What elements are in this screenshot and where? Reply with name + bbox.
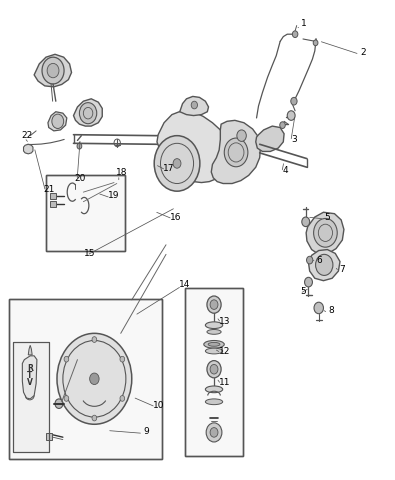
Circle shape xyxy=(291,97,297,105)
Ellipse shape xyxy=(208,342,220,346)
Circle shape xyxy=(173,158,181,168)
Circle shape xyxy=(42,57,64,84)
Circle shape xyxy=(79,103,97,124)
Text: 14: 14 xyxy=(179,279,191,288)
Circle shape xyxy=(305,277,312,287)
Circle shape xyxy=(210,428,218,437)
Text: R: R xyxy=(27,364,33,373)
Polygon shape xyxy=(157,111,230,182)
Polygon shape xyxy=(28,345,32,355)
Polygon shape xyxy=(308,250,340,281)
Circle shape xyxy=(206,423,222,442)
Polygon shape xyxy=(73,99,102,126)
Bar xyxy=(13,342,49,452)
Text: 16: 16 xyxy=(170,213,182,222)
Circle shape xyxy=(120,356,125,362)
Bar xyxy=(50,201,56,207)
Polygon shape xyxy=(48,112,67,131)
Circle shape xyxy=(302,217,310,227)
Bar xyxy=(9,299,162,459)
Circle shape xyxy=(224,138,248,167)
Text: 1: 1 xyxy=(301,19,307,28)
Circle shape xyxy=(307,256,313,264)
Text: 2: 2 xyxy=(360,48,366,57)
Text: 7: 7 xyxy=(339,265,345,274)
Bar xyxy=(13,342,49,452)
Ellipse shape xyxy=(205,322,223,328)
Circle shape xyxy=(92,415,97,421)
Ellipse shape xyxy=(205,348,223,354)
Polygon shape xyxy=(34,54,71,87)
Text: 11: 11 xyxy=(218,378,230,387)
Circle shape xyxy=(57,333,132,424)
Text: 12: 12 xyxy=(218,347,230,356)
Circle shape xyxy=(292,31,298,37)
Circle shape xyxy=(64,356,69,362)
Circle shape xyxy=(64,396,69,401)
Bar xyxy=(185,288,243,456)
Circle shape xyxy=(191,101,198,109)
Bar xyxy=(9,299,162,459)
Circle shape xyxy=(314,302,324,314)
Circle shape xyxy=(154,136,200,191)
Circle shape xyxy=(77,144,82,149)
Text: 21: 21 xyxy=(43,185,55,194)
Polygon shape xyxy=(180,96,209,116)
Circle shape xyxy=(207,296,221,313)
Circle shape xyxy=(210,300,218,310)
Ellipse shape xyxy=(205,386,223,393)
Text: 4: 4 xyxy=(282,166,288,175)
Ellipse shape xyxy=(205,399,223,405)
Bar xyxy=(185,288,243,456)
Circle shape xyxy=(313,40,318,46)
Polygon shape xyxy=(211,120,260,183)
Circle shape xyxy=(287,111,295,120)
Polygon shape xyxy=(23,356,37,399)
Polygon shape xyxy=(256,126,284,152)
Bar xyxy=(46,433,52,440)
Circle shape xyxy=(316,254,333,276)
Text: 15: 15 xyxy=(83,249,95,258)
Circle shape xyxy=(90,373,99,384)
Text: 20: 20 xyxy=(75,174,86,183)
Text: 10: 10 xyxy=(153,401,165,409)
Ellipse shape xyxy=(207,329,221,334)
Text: 8: 8 xyxy=(329,306,334,315)
Ellipse shape xyxy=(204,340,224,348)
Text: 19: 19 xyxy=(108,192,120,201)
Text: 17: 17 xyxy=(164,164,175,173)
Circle shape xyxy=(207,360,221,378)
Circle shape xyxy=(52,114,64,129)
Bar xyxy=(46,175,125,251)
Text: T: T xyxy=(27,371,32,380)
Circle shape xyxy=(47,63,59,78)
Text: 22: 22 xyxy=(22,131,33,140)
Circle shape xyxy=(237,130,246,142)
Polygon shape xyxy=(306,212,344,254)
Text: 5: 5 xyxy=(300,287,306,296)
Text: 9: 9 xyxy=(143,427,149,436)
Text: 5: 5 xyxy=(325,213,330,222)
Bar xyxy=(46,175,125,251)
Text: 3: 3 xyxy=(291,135,297,144)
Circle shape xyxy=(280,122,285,129)
Circle shape xyxy=(314,218,337,247)
Bar xyxy=(50,193,56,199)
Circle shape xyxy=(210,364,218,374)
Text: 13: 13 xyxy=(218,317,230,326)
Circle shape xyxy=(120,396,125,401)
Text: 6: 6 xyxy=(317,256,322,264)
Text: V: V xyxy=(27,378,33,387)
Text: 18: 18 xyxy=(116,168,128,178)
Circle shape xyxy=(55,399,63,408)
Polygon shape xyxy=(24,144,33,154)
Circle shape xyxy=(92,336,97,342)
